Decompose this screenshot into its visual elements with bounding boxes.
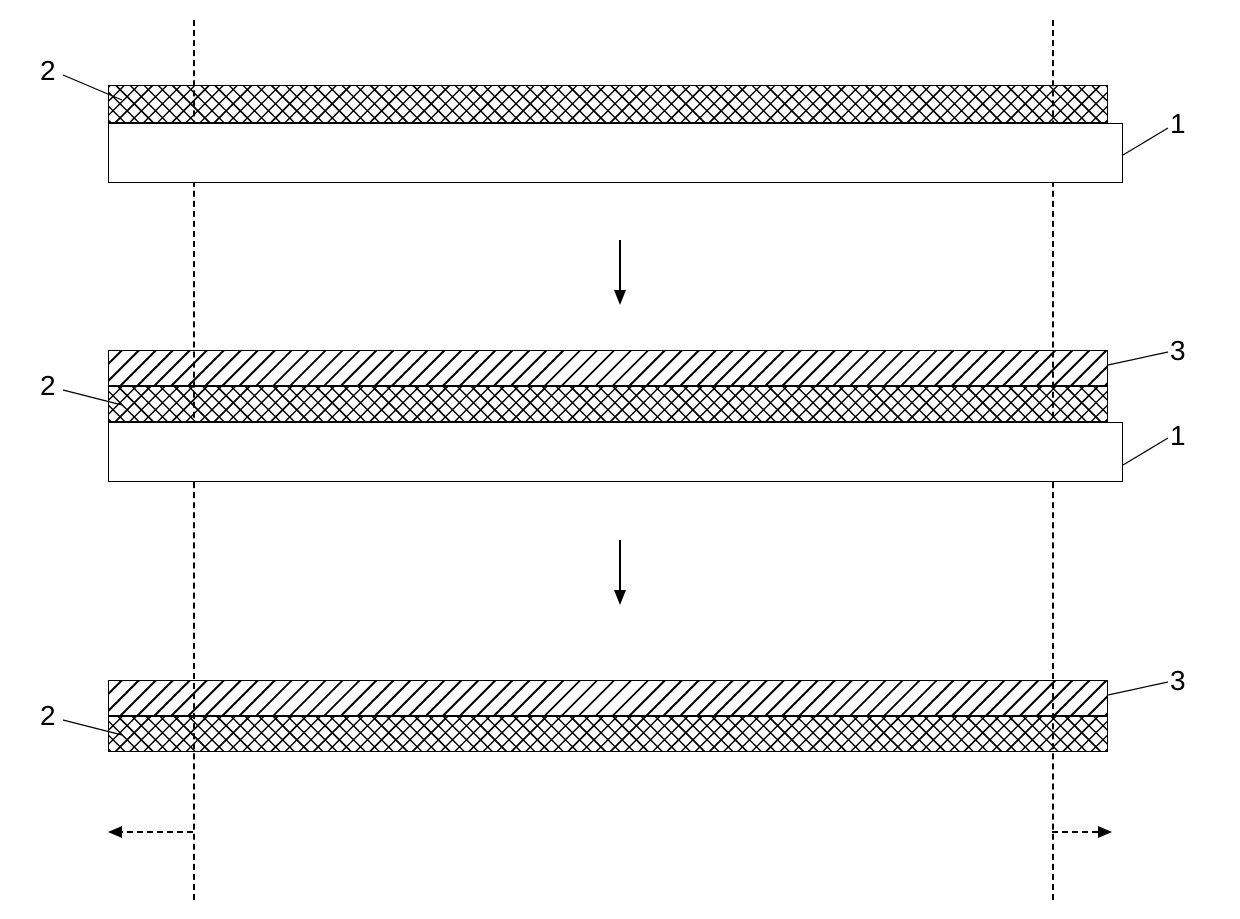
label-2-s3: 2: [40, 700, 56, 732]
arrow-expand-right: [1045, 822, 1145, 842]
layer-2-crosshatch: [108, 386, 1108, 422]
layer-2-crosshatch: [108, 85, 1108, 123]
layer-3-diagonal: [108, 680, 1108, 716]
arrow-down-1: [610, 240, 630, 310]
label-2-s1: 2: [40, 55, 56, 87]
arrow-expand-left: [100, 822, 200, 842]
label-1-s2: 1: [1170, 420, 1186, 452]
layer-1-substrate: [108, 422, 1123, 482]
arrow-down-2: [610, 540, 630, 610]
label-1-s1: 1: [1170, 108, 1186, 140]
label-3-s3: 3: [1170, 665, 1186, 697]
label-2-s2: 2: [40, 370, 56, 402]
layer-2-crosshatch: [108, 716, 1108, 752]
layer-1-substrate: [108, 123, 1123, 183]
label-3-s2: 3: [1170, 335, 1186, 367]
layer-3-diagonal: [108, 350, 1108, 386]
